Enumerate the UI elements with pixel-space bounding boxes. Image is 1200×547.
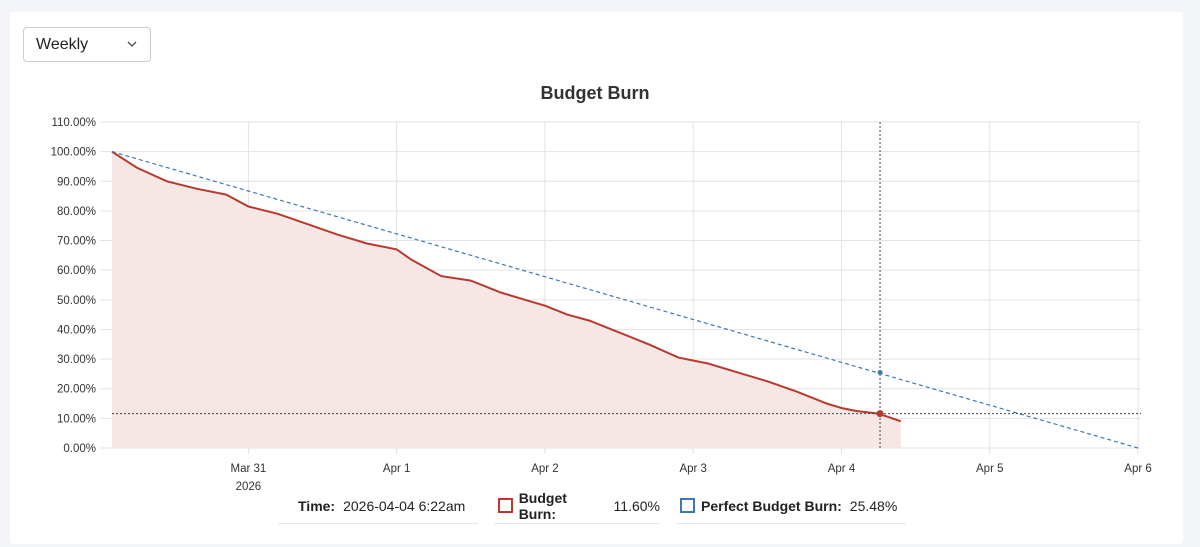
budget-burn-point — [876, 410, 884, 418]
y-tick-label: 70.00% — [57, 236, 96, 248]
x-tick-label: Apr 5 — [976, 463, 1004, 475]
perfect-budget-burn-label: Perfect Budget Burn: — [701, 497, 842, 514]
legend-time: Time: 2026-04-04 6:22am — [278, 488, 478, 524]
x-tick-label: Mar 31 — [231, 463, 267, 475]
x-tick-label: Apr 6 — [1124, 463, 1152, 475]
y-tick-label: 60.00% — [57, 265, 96, 277]
perfect-budget-burn-swatch — [680, 498, 695, 513]
perfect-budget-burn-line — [111, 151, 1139, 449]
series-layer — [111, 150, 1139, 449]
y-tick-label: 110.00% — [51, 117, 96, 129]
x-tick-label: Apr 3 — [679, 463, 707, 475]
y-tick-label: 40.00% — [57, 324, 96, 336]
x-tick-label: Apr 4 — [828, 463, 856, 475]
range-select-value: Weekly — [36, 35, 89, 53]
y-tick-label: 100.00% — [51, 147, 96, 159]
legend-budget-burn: Budget Burn: 11.60% — [494, 488, 660, 524]
budget-burn-value: 11.60% — [613, 497, 660, 514]
y-axis: 0.00% 10.00% 20.00% 30.00% 40.00% 50.00% 60.00… — [51, 117, 96, 455]
y-tick-label: 20.00% — [57, 384, 96, 396]
y-tick-label: 0.00% — [63, 443, 96, 455]
range-select[interactable]: Weekly — [23, 27, 151, 62]
crosshair — [112, 122, 1141, 448]
time-value: 2026-04-04 6:22am — [343, 497, 466, 514]
y-tick-label: 80.00% — [57, 206, 96, 218]
time-label: Time: — [298, 497, 336, 514]
x-tick-label: Apr 2 — [531, 463, 559, 475]
chevron-down-icon — [127, 41, 137, 47]
chart-title: Budget Burn — [541, 83, 650, 103]
y-tick-label: 50.00% — [57, 295, 96, 307]
tooltip-legend: Time: 2026-04-04 6:22am Budget Burn: 11.… — [0, 488, 1200, 524]
budget-burn-label: Budget Burn: — [518, 489, 567, 522]
x-axis: Mar 31 2026 Apr 1 Apr 2 Apr 3 Apr 4 Apr 5 Apr 6 — [231, 463, 1152, 493]
y-tick-label: 90.00% — [57, 176, 96, 188]
budget-burn-swatch — [498, 498, 513, 513]
perfect-budget-burn-value: 25.48% — [849, 497, 898, 514]
budget-burn-line — [111, 150, 902, 423]
perfect-budget-burn-point — [877, 369, 883, 375]
y-tick-label: 10.00% — [57, 413, 96, 425]
x-tick-sublabel: 2026 — [236, 481, 262, 493]
x-tick-label: Apr 1 — [383, 463, 411, 475]
legend-perfect-budget-burn: Perfect Budget Burn: 25.48% — [676, 488, 906, 524]
y-tick-label: 30.00% — [57, 354, 96, 366]
